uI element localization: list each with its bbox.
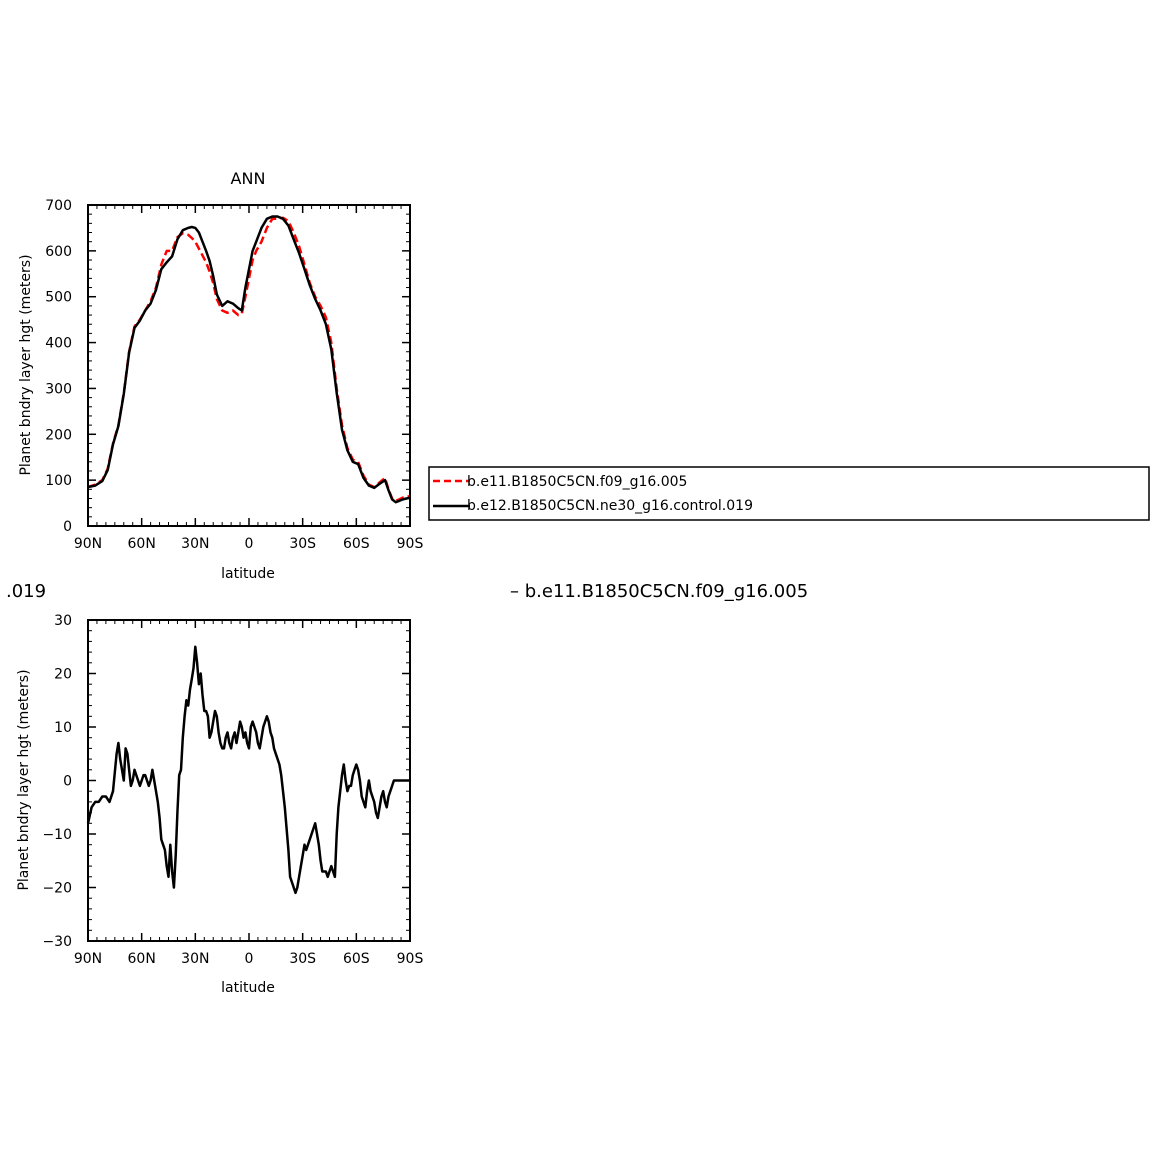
top-y-tick-label: 200: [45, 427, 72, 443]
bottom-panel: .019 – b.e11.B1850C5CN.f09_g16.005 Plane…: [6, 581, 808, 996]
bottom-x-tick-label: 0: [245, 951, 254, 967]
top-plot-frame: [87, 204, 411, 527]
bottom-y-tick-label: −30: [42, 934, 72, 950]
top-y-tick-label: 600: [45, 244, 72, 260]
bottom-x-tick-label: 90N: [74, 951, 102, 967]
top-x-tick-label: 90N: [74, 536, 102, 552]
bottom-y-tick-label: 30: [54, 613, 72, 629]
top-series-line-1: [87, 216, 411, 503]
bottom-plot-area: −30 −20 −10 0 10 20 30 90N 60N 30N 0 30S 60S 90S: [42, 613, 423, 967]
bottom-panel-title-left: .019: [6, 581, 46, 602]
top-panel-x-axis-label: latitude: [221, 566, 275, 582]
top-y-tick-label: 500: [45, 290, 72, 306]
top-panel-title: ANN: [231, 169, 266, 188]
bottom-panel-title-right: – b.e11.B1850C5CN.f09_g16.005: [510, 581, 808, 602]
top-y-tick-label: 300: [45, 381, 72, 397]
bottom-x-tick-label: 60S: [343, 951, 370, 967]
top-x-tick-label: 60S: [343, 536, 370, 552]
top-y-tick-label: 0: [63, 519, 72, 535]
bottom-y-tick-label: 20: [54, 667, 72, 683]
bottom-x-tick-label: 30N: [181, 951, 209, 967]
top-x-tick-label: 60N: [128, 536, 156, 552]
bottom-y-tick-label: −10: [42, 827, 72, 843]
top-x-tick-label: 0: [245, 536, 254, 552]
legend-box: [428, 466, 1150, 521]
bottom-panel-x-axis-label: latitude: [221, 980, 275, 996]
bottom-plot-frame: [87, 619, 411, 942]
bottom-x-tick-label: 60N: [128, 951, 156, 967]
top-plot-area: 0 100 200 300 400 500 600 700 90N 60N 30N 0 30S 60S 90…: [45, 198, 423, 552]
legend-label-series-1: b.e11.B1850C5CN.f09_g16.005: [467, 474, 687, 490]
top-y-tick-label: 700: [45, 198, 72, 214]
top-series-line-2: [87, 215, 411, 504]
bottom-y-tick-label: 0: [63, 774, 72, 790]
bottom-y-tick-label: 10: [54, 720, 72, 736]
top-y-tick-label: 400: [45, 336, 72, 352]
top-panel: ANN Planet bndry layer hgt (meters) lati…: [18, 169, 423, 582]
top-x-tick-label: 90S: [397, 536, 424, 552]
bottom-panel-y-axis-label: Planet bndry layer hgt (meters): [16, 669, 32, 890]
legend: b.e11.B1850C5CN.f09_g16.005 b.e12.B1850C…: [428, 466, 1150, 521]
legend-label-series-2: b.e12.B1850C5CN.ne30_g16.control.019: [467, 498, 753, 514]
bottom-y-tick-label: −20: [42, 881, 72, 897]
top-x-tick-label: 30N: [181, 536, 209, 552]
top-y-tick-label: 100: [45, 473, 72, 489]
bottom-x-tick-label: 90S: [397, 951, 424, 967]
top-panel-y-axis-label: Planet bndry layer hgt (meters): [18, 254, 34, 475]
bottom-series-line-1: [86, 645, 410, 895]
top-x-tick-label: 30S: [289, 536, 316, 552]
bottom-x-tick-label: 30S: [289, 951, 316, 967]
